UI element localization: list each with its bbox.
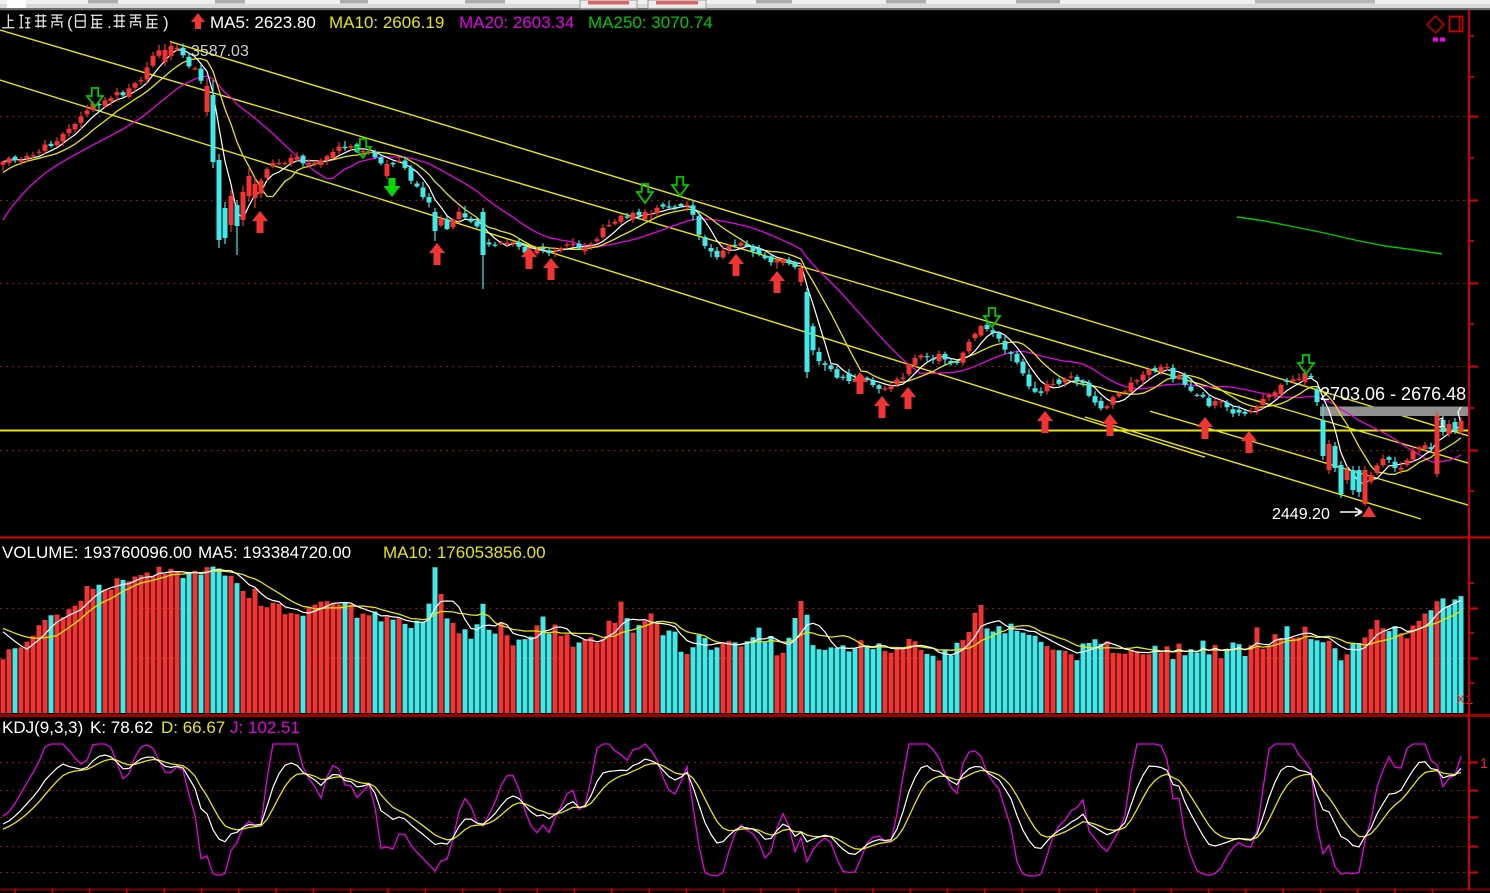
svg-text:K: 78.62: K: 78.62 <box>90 718 153 737</box>
svg-text:MA20: 2603.34: MA20: 2603.34 <box>459 13 574 32</box>
svg-text:): ) <box>163 13 169 32</box>
svg-text:MA250: 3070.74: MA250: 3070.74 <box>588 13 713 32</box>
svg-text:2449.20: 2449.20 <box>1272 506 1330 523</box>
svg-text:3587.03: 3587.03 <box>191 43 249 60</box>
svg-text:VOLUME: 193760096.00: VOLUME: 193760096.00 <box>2 543 192 562</box>
svg-text:1: 1 <box>1438 414 1446 430</box>
svg-text:KDJ(9,3,3): KDJ(9,3,3) <box>2 718 83 737</box>
svg-text:MA10: 176053856.00: MA10: 176053856.00 <box>383 543 546 562</box>
svg-text:2703.06 - 2676.48: 2703.06 - 2676.48 <box>1320 384 1466 404</box>
svg-text:1: 1 <box>1480 755 1488 771</box>
svg-text:(: ( <box>67 13 73 32</box>
svg-text:MA5: 193384720.00: MA5: 193384720.00 <box>198 543 351 562</box>
svg-text:.: . <box>107 13 112 32</box>
svg-text:MA10: 2606.19: MA10: 2606.19 <box>329 13 444 32</box>
svg-text:MA5: 2623.80: MA5: 2623.80 <box>210 13 316 32</box>
svg-text:D: 66.67: D: 66.67 <box>161 718 225 737</box>
svg-text:J: 102.51: J: 102.51 <box>230 718 300 737</box>
svg-text:X1: X1 <box>1456 691 1473 707</box>
